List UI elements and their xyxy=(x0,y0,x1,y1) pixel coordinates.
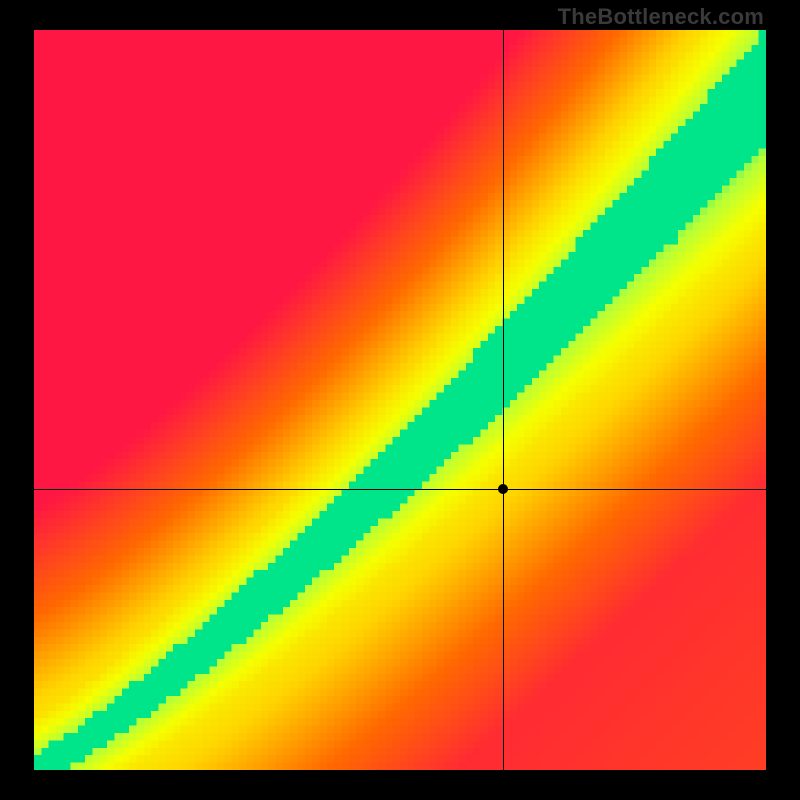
crosshair-horizontal xyxy=(34,489,766,490)
chart-root: TheBottleneck.com xyxy=(0,0,800,800)
selected-point-marker xyxy=(498,484,508,494)
crosshair-vertical xyxy=(503,30,504,770)
bottleneck-heatmap xyxy=(34,30,766,770)
watermark-text: TheBottleneck.com xyxy=(558,4,764,30)
